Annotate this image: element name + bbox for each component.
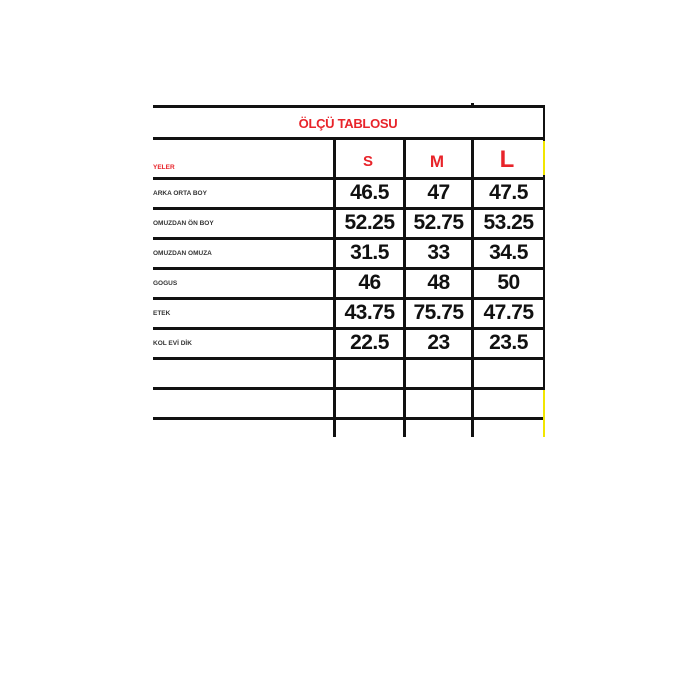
grid-line-horizontal <box>153 387 545 390</box>
header-label: YELER <box>153 164 175 171</box>
grid-line-vertical <box>403 137 406 437</box>
row-label: ARKA ORTA BOY <box>153 190 207 197</box>
highlight-mark <box>543 390 545 437</box>
grid-line-vertical <box>333 137 336 437</box>
size-header-m: M <box>429 152 445 171</box>
grid-line-horizontal <box>153 237 545 240</box>
row-label: GOGUS <box>153 280 178 287</box>
table-title: ÖLÇÜ TABLOSU <box>298 116 398 131</box>
measurement-value: 47.5 <box>489 181 528 204</box>
measurement-value: 52.75 <box>413 211 464 234</box>
measurement-value: 46 <box>358 271 381 294</box>
measurement-value: 75.75 <box>413 301 464 324</box>
measurement-value: 23.5 <box>489 331 528 354</box>
row-label: KOL EVİ DİK <box>153 340 192 347</box>
size-chart-table: ÖLÇÜ TABLOSU YELER S M L ARKA ORTA BOY 46… <box>153 103 545 437</box>
size-header-l: L <box>499 146 515 173</box>
grid-line-horizontal <box>153 105 545 108</box>
measurement-value: 50 <box>497 271 520 294</box>
grid-line-horizontal <box>153 297 545 300</box>
grid-line-horizontal <box>153 207 545 210</box>
grid-line-horizontal <box>153 177 545 180</box>
measurement-value: 53.25 <box>483 211 534 234</box>
measurement-value: 31.5 <box>350 241 389 264</box>
size-header-s: S <box>362 153 373 170</box>
grid-line-horizontal <box>153 327 545 330</box>
measurement-value: 48 <box>427 271 450 294</box>
measurement-value: 52.25 <box>344 211 395 234</box>
grid-line-vertical <box>471 103 474 107</box>
highlight-mark <box>543 141 545 175</box>
grid-line-vertical <box>543 105 545 139</box>
grid-line-horizontal <box>153 137 545 140</box>
measurement-value: 46.5 <box>350 181 389 204</box>
grid-line-horizontal <box>153 417 545 420</box>
measurement-value: 33 <box>427 241 450 264</box>
measurement-value: 34.5 <box>489 241 528 264</box>
grid-line-vertical <box>471 137 474 437</box>
grid-line-horizontal <box>153 357 545 360</box>
grid-line-horizontal <box>153 267 545 270</box>
row-label: OMUZDAN ÖN BOY <box>153 220 214 227</box>
measurement-value: 47 <box>427 181 450 204</box>
measurement-value: 43.75 <box>344 301 395 324</box>
measurement-value: 47.75 <box>483 301 534 324</box>
row-label: ETEK <box>153 310 171 317</box>
row-label: OMUZDAN OMUZA <box>153 250 212 257</box>
measurement-value: 23 <box>427 331 450 354</box>
measurement-value: 22.5 <box>350 331 389 354</box>
grid-line-vertical <box>543 137 545 437</box>
